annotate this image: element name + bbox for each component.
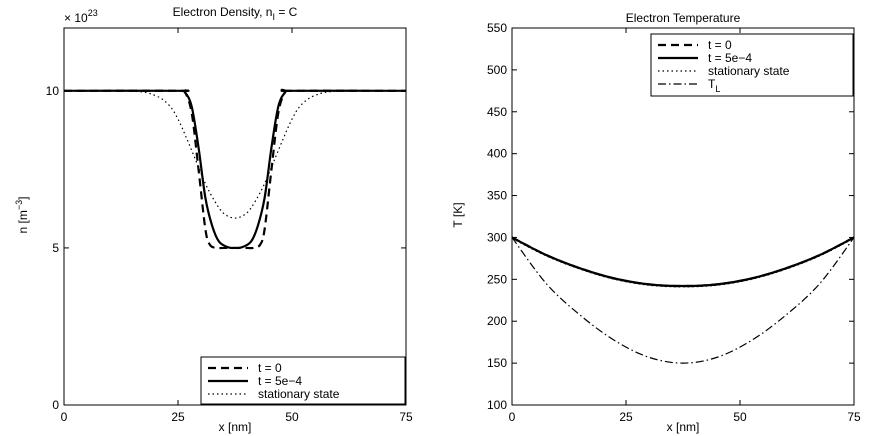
density-title: Electron Density, nI = C: [173, 5, 298, 22]
temperature-x-label: x [nm]: [667, 420, 700, 434]
density-series-dotted: [63, 90, 407, 219]
density-y-tick-label: 10: [46, 84, 60, 98]
temperature-title: Electron Temperature: [626, 11, 741, 25]
density-x-tick-label: 75: [399, 410, 413, 424]
density-series-solid: [63, 89, 407, 250]
density-legend-label-t0: t = 0: [258, 361, 282, 375]
temperature-y-tick-label: 100: [487, 398, 507, 412]
temperature-y-tick-label: 550: [487, 21, 507, 35]
temperature-x-tick-label: 75: [847, 410, 861, 424]
density-legend: t = 0 t = 5e−4 stationary state: [200, 356, 406, 405]
density-chart: 0 25 50 75 0 5 10 Electron Density, nI = C × 1…: [14, 5, 413, 434]
temperature-legend-label-t5e4: t = 5e−4: [708, 51, 752, 65]
density-y-tick-label: 0: [52, 398, 59, 412]
temperature-y-tick-label: 300: [487, 230, 507, 244]
temperature-series-dashdot: [511, 237, 855, 364]
temperature-lines: [511, 236, 855, 364]
temperature-x-tick-label: 50: [733, 410, 747, 424]
temperature-y-tick-label: 450: [487, 105, 507, 119]
density-x-tick-label: 0: [61, 410, 68, 424]
temperature-y-tick-label: 200: [487, 314, 507, 328]
temperature-y-tick-label: 350: [487, 189, 507, 203]
temperature-y-tick-label: 500: [487, 63, 507, 77]
temperature-chart: 0 25 50 75 100 150 200 250 300 350 400 450 500 550 El…: [451, 11, 861, 434]
density-y-exponent: × 1023: [64, 8, 98, 25]
density-x-label: x [nm]: [219, 420, 252, 434]
density-y-tick-label: 5: [52, 241, 59, 255]
temperature-legend: t = 0 t = 5e−4 stationary state TL: [650, 33, 854, 97]
density-legend-label-stationary: stationary state: [258, 387, 340, 401]
temperature-y-tick-label: 250: [487, 272, 507, 286]
density-ticks: 0 25 50 75 0 5 10: [46, 28, 413, 424]
density-lines: [63, 88, 407, 250]
temperature-y-tick-label: 150: [487, 356, 507, 370]
density-legend-label-t5e4: t = 5e−4: [258, 374, 302, 388]
temperature-series-solid: [511, 236, 855, 288]
temperature-legend-label-t0: t = 0: [708, 38, 732, 52]
temperature-x-tick-label: 25: [619, 410, 633, 424]
temperature-x-tick-label: 0: [509, 410, 516, 424]
density-x-tick-label: 50: [285, 410, 299, 424]
density-x-tick-label: 25: [171, 410, 185, 424]
temperature-y-tick-label: 400: [487, 147, 507, 161]
temperature-legend-label-stationary: stationary state: [708, 64, 790, 78]
temperature-y-label: T [K]: [451, 202, 465, 227]
density-plot-frame: [63, 27, 407, 406]
temperature-legend-label-tl: TL: [708, 77, 720, 94]
temperature-ticks: 0 25 50 75 100 150 200 250 300 350 400 450 500 550: [487, 21, 861, 424]
density-y-label: n [m−3]: [14, 197, 30, 234]
